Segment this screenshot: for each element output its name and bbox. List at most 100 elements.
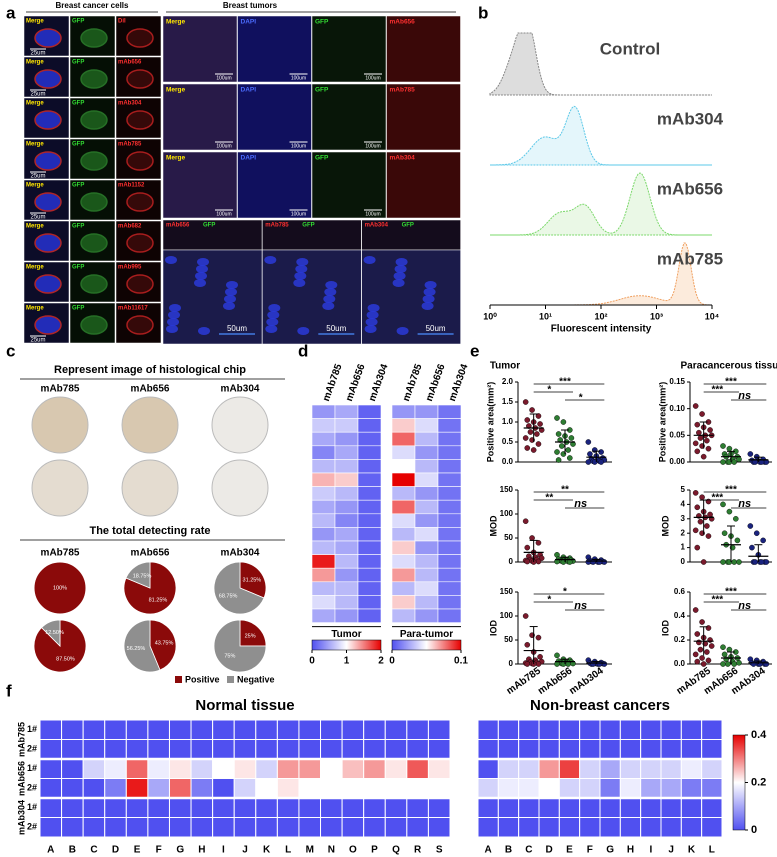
channel-label: GFP — [402, 223, 414, 229]
heatmap-cell — [147, 739, 170, 760]
data-point — [694, 631, 701, 637]
significance-label: *** — [725, 377, 737, 388]
channel-label: mAb995 — [118, 265, 142, 271]
data-point — [596, 559, 603, 565]
nucleus — [168, 311, 180, 319]
data-point — [535, 558, 542, 565]
micrograph — [262, 249, 362, 345]
heatmap-cell — [357, 459, 382, 474]
micrograph — [237, 83, 312, 151]
heatmap-cell — [579, 739, 601, 760]
column-label: C — [525, 845, 532, 856]
heatmap-cell — [579, 797, 601, 818]
column-label: E — [134, 845, 141, 856]
y-axis-label: Positive area(mm²) — [657, 382, 667, 463]
heatmap-cell — [701, 758, 723, 779]
column-label: D — [546, 845, 553, 856]
heatmap-cell — [311, 459, 336, 474]
nucleus — [223, 302, 235, 310]
heatmap-cell — [341, 778, 365, 799]
cell — [126, 28, 154, 48]
y-tick-label: 0 — [509, 557, 514, 566]
y-tick-label: 50 — [504, 635, 513, 644]
cell — [80, 315, 108, 335]
column-label: J — [242, 845, 248, 856]
data-point — [721, 651, 728, 658]
row-label: 2# — [27, 822, 37, 832]
pie-label: 43.75% — [155, 641, 174, 647]
micrograph — [237, 15, 312, 83]
heatmap-cell — [311, 472, 336, 487]
cell — [126, 110, 154, 130]
heatmap-cell — [538, 817, 560, 838]
heatmap-cell — [391, 418, 416, 433]
significance-label: *** — [711, 595, 723, 606]
micrograph — [386, 151, 461, 219]
column-label: I — [649, 845, 652, 856]
heatmap-cell — [640, 797, 662, 818]
heatmap-cell — [190, 758, 214, 779]
cell — [126, 315, 154, 335]
heatmap-cell — [538, 739, 560, 760]
pie-slice — [213, 619, 267, 673]
heatmap-cell — [233, 797, 257, 818]
channel-label: Merge — [26, 265, 44, 271]
y-axis-label: Positive area(mm²) — [485, 382, 495, 463]
column-label: L — [709, 845, 715, 856]
significance-label: ** — [545, 493, 553, 504]
channel-label: DAPI — [241, 87, 257, 94]
heatmap-cell — [255, 778, 278, 799]
cell — [80, 69, 108, 89]
data-point — [559, 443, 565, 449]
heatmap-cell — [357, 527, 382, 542]
data-point — [696, 639, 702, 646]
nucleus — [324, 288, 337, 296]
nucleus — [396, 327, 409, 335]
heatmap-cell — [39, 797, 63, 818]
column-label: F — [156, 845, 162, 856]
heatmap-cell — [437, 472, 462, 487]
data-point — [535, 413, 542, 419]
heatmap-cell — [680, 719, 703, 740]
heatmap-cell — [391, 608, 416, 623]
heatmap-cell — [414, 445, 439, 460]
panel-letter: a — [6, 3, 16, 22]
colorbar-tick-label: 0.1 — [454, 656, 468, 667]
heatmap-cell — [437, 445, 462, 460]
nucleus — [421, 302, 434, 310]
nucleus — [169, 304, 181, 312]
heatmap-cell — [640, 719, 662, 740]
nucleus — [265, 325, 278, 333]
heatmap-cell — [298, 778, 322, 799]
heatmap-cell — [518, 758, 540, 779]
heatmap-cell — [660, 719, 682, 740]
heatmap-cell — [599, 797, 621, 818]
column-label: S — [436, 845, 443, 856]
panel-letter: f — [6, 681, 12, 700]
heatmap-cell — [82, 739, 106, 760]
heatmap-cell — [341, 739, 365, 760]
heatmap-cell — [311, 567, 336, 583]
significance-label: * — [579, 393, 583, 404]
channel-label: mAb304 — [118, 101, 142, 107]
heatmap-cell — [341, 758, 365, 779]
heatmap-cell — [414, 540, 439, 555]
significance-label: * — [563, 587, 567, 598]
data-point — [747, 451, 754, 457]
group-label: mAb656 — [16, 761, 26, 796]
heatmap-cell — [334, 608, 359, 623]
heatmap-label: Para-tumor — [400, 629, 453, 640]
heatmap-cell — [255, 797, 278, 818]
heatmap-cell — [384, 758, 408, 779]
column-label: G — [176, 845, 184, 856]
nucleus — [226, 281, 238, 289]
scale-label: 25um — [30, 92, 45, 98]
data-point — [700, 559, 707, 565]
heatmap-cell — [414, 513, 439, 528]
data-point — [598, 449, 604, 455]
column-label: G — [606, 845, 614, 856]
cell — [34, 315, 62, 335]
heatmap-cell — [334, 486, 359, 501]
pie-label: 25% — [245, 633, 256, 639]
y-tick-label: 1 — [681, 543, 686, 552]
